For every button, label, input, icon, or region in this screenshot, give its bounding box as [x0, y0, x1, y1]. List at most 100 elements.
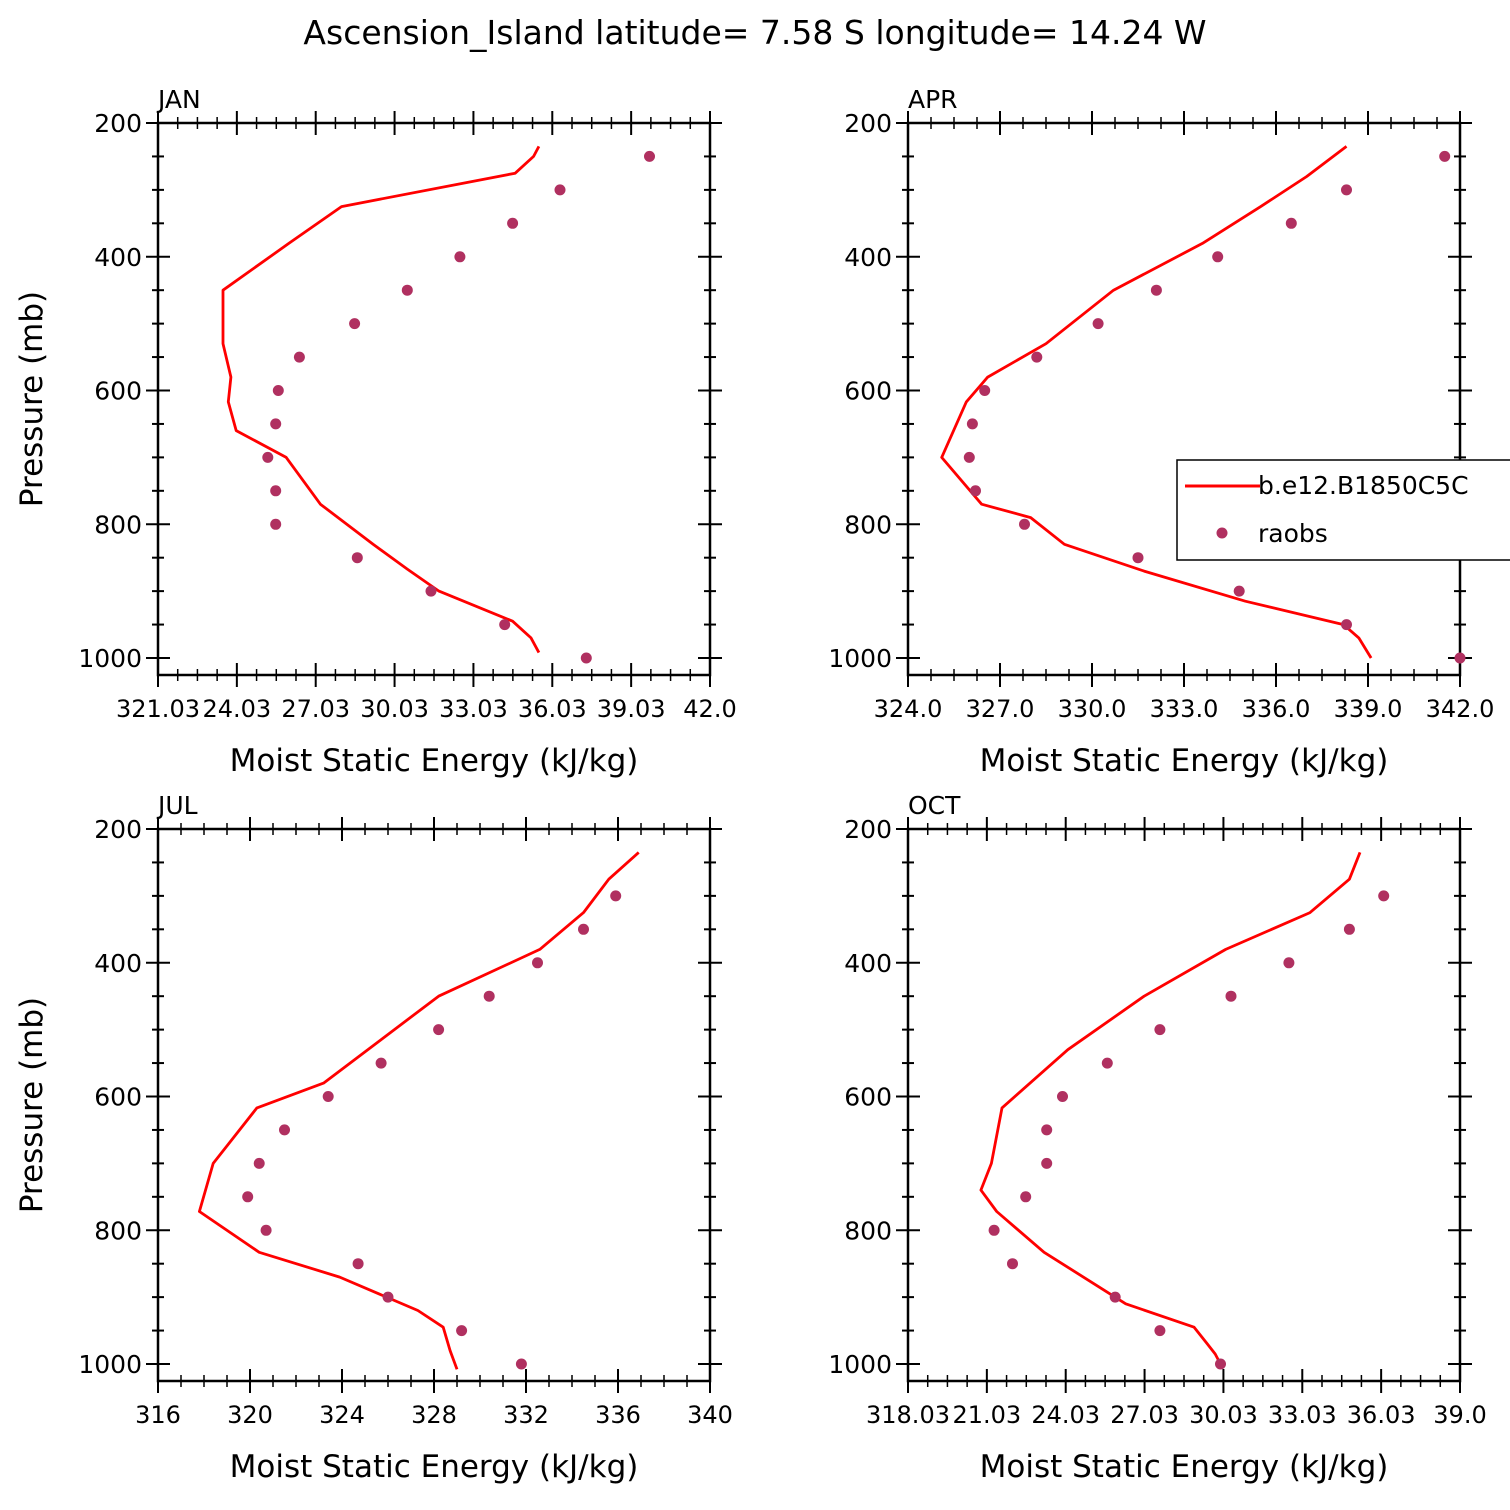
data-point-raobs	[352, 1258, 364, 1270]
y-tick-label: 800	[844, 510, 892, 539]
x-tick-label: 33.03	[1268, 1401, 1337, 1429]
y-tick-label: 600	[94, 377, 142, 406]
y-tick-label: 600	[844, 377, 892, 406]
data-point-raobs	[349, 318, 361, 330]
data-point-raobs	[351, 552, 363, 564]
data-point-raobs	[293, 351, 305, 363]
data-point-raobs	[979, 385, 991, 396]
data-point-raobs	[1150, 284, 1162, 296]
data-point-raobs	[322, 1091, 334, 1102]
x-tick-label: 316	[135, 1401, 181, 1429]
x-tick-label: 321.03	[116, 695, 200, 723]
y-axis-label: Pressure (mb)	[14, 997, 50, 1213]
data-point-raobs	[279, 1124, 290, 1136]
x-axis-label: Moist Static Energy (kJ/kg)	[230, 743, 639, 779]
data-point-raobs	[1101, 1057, 1113, 1069]
legend-box	[1176, 459, 1510, 561]
x-tick-label: 327.0	[966, 695, 1035, 723]
data-point-raobs	[1132, 552, 1144, 564]
y-tick-label: 1000	[828, 644, 892, 673]
data-point-raobs	[433, 1024, 445, 1036]
y-tick-label: 1000	[828, 1350, 892, 1379]
plot-frame	[906, 121, 1462, 677]
x-axis-label: Moist Static Energy (kJ/kg)	[230, 1449, 639, 1485]
data-point-raobs	[1212, 251, 1224, 263]
data-point-raobs	[1109, 1291, 1121, 1303]
legend-obs-label: raobs	[1258, 519, 1328, 548]
data-point-raobs	[272, 385, 284, 396]
data-point-raobs	[507, 217, 519, 229]
data-point-raobs	[532, 957, 543, 969]
x-tick-label: 24.03	[202, 695, 271, 723]
data-point-raobs	[425, 585, 437, 597]
data-point-raobs	[1233, 585, 1245, 597]
panel-jul: JUL 200 400 600 800 1000 316 320 324 328 332 336 340…	[14, 791, 733, 1485]
data-point-raobs	[260, 1224, 272, 1236]
x-tick-label: 27.03	[281, 695, 350, 723]
x-tick-label: 30.03	[360, 695, 429, 723]
y-tick-label: 200	[844, 109, 892, 138]
data-point-raobs	[610, 890, 622, 902]
data-point-raobs	[1343, 923, 1355, 935]
x-tick-label: 320	[227, 1401, 273, 1429]
data-point-raobs	[1154, 1024, 1166, 1036]
data-point-raobs	[580, 652, 592, 664]
data-point-raobs	[1057, 1091, 1068, 1102]
panel-title: JUL	[156, 791, 198, 820]
panel-jan: JAN 200 400 600 800 1000 321.03 24.03 27.03 30.03…	[14, 85, 737, 779]
data-point-raobs	[483, 990, 495, 1002]
x-tick-label: 328	[411, 1401, 457, 1429]
data-point-raobs	[1378, 890, 1390, 902]
y-tick-label: 800	[94, 510, 142, 539]
data-point-raobs	[963, 451, 975, 463]
data-point-raobs	[578, 923, 589, 935]
data-point-raobs	[401, 284, 413, 296]
data-point-raobs	[1041, 1157, 1053, 1169]
legend-obs-marker	[1216, 527, 1228, 539]
panel-title: OCT	[908, 791, 961, 820]
x-tick-label: 339.0	[1334, 695, 1403, 723]
data-point-raobs	[1439, 150, 1451, 162]
data-point-raobs	[1283, 957, 1295, 969]
panel-apr: APR 200 400 600 800 1000 324.0 327.0 330.0 333.0 3…	[828, 85, 1494, 779]
panel-title: APR	[908, 85, 958, 114]
legend-model-label: b.e12.B1850C5C	[1258, 471, 1469, 500]
data-point-raobs	[1215, 1358, 1226, 1370]
y-tick-label: 200	[94, 815, 142, 844]
x-tick-label: 336.0	[1242, 695, 1311, 723]
data-point-raobs	[253, 1157, 265, 1169]
y-tick-label: 1000	[78, 644, 142, 673]
x-tick-label: 324	[319, 1401, 365, 1429]
series-line-model	[221, 145, 541, 654]
data-point-raobs	[970, 485, 981, 497]
y-tick-label: 800	[844, 1216, 892, 1245]
panel-oct: OCT 200 400 600 800 1000 318.03 21.03 24.03 27.03…	[828, 791, 1486, 1485]
data-point-raobs	[1341, 184, 1352, 196]
figure-title: Ascension_Island latitude= 7.58 S longit…	[303, 13, 1206, 52]
data-point-raobs	[644, 150, 655, 162]
data-point-raobs	[456, 1325, 468, 1337]
data-point-raobs	[1020, 1191, 1032, 1203]
data-point-raobs	[1041, 1124, 1053, 1136]
series-line-model	[979, 851, 1362, 1365]
x-tick-label: 24.03	[1031, 1401, 1100, 1429]
x-axis-label: Moist Static Energy (kJ/kg)	[980, 1449, 1389, 1485]
data-point-raobs	[375, 1057, 387, 1069]
x-tick-label: 33.03	[439, 695, 508, 723]
y-tick-label: 400	[844, 949, 892, 978]
data-point-raobs	[966, 418, 978, 430]
data-point-raobs	[988, 1224, 1000, 1236]
y-axis-label: Pressure (mb)	[14, 291, 50, 507]
data-point-raobs	[454, 251, 466, 263]
x-tick-label: 340	[687, 1401, 733, 1429]
y-tick-label: 600	[844, 1083, 892, 1112]
y-tick-label: 200	[844, 815, 892, 844]
x-tick-label: 36.03	[518, 695, 587, 723]
x-tick-label: 39.03	[597, 695, 666, 723]
x-tick-label: 36.03	[1347, 1401, 1416, 1429]
data-point-raobs	[499, 619, 511, 631]
series-line-model	[940, 145, 1373, 659]
x-tick-label: 336	[595, 1401, 641, 1429]
